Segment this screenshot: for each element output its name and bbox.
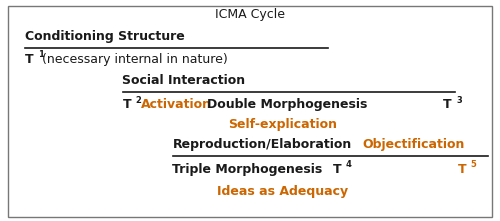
Text: 1: 1: [38, 50, 44, 59]
Text: (necessary internal in nature): (necessary internal in nature): [42, 53, 227, 66]
Text: ICMA Cycle: ICMA Cycle: [215, 8, 285, 21]
Text: T: T: [458, 163, 466, 175]
Text: Self-explication: Self-explication: [228, 118, 337, 131]
Text: T: T: [332, 163, 341, 175]
Text: Conditioning Structure: Conditioning Structure: [25, 30, 185, 43]
Text: Double Morphogenesis: Double Morphogenesis: [208, 99, 368, 111]
Text: Reproduction/Elaboration: Reproduction/Elaboration: [172, 138, 352, 151]
Text: T: T: [122, 99, 131, 111]
Text: Ideas as Adequacy: Ideas as Adequacy: [217, 185, 348, 198]
Text: Triple Morphogenesis: Triple Morphogenesis: [172, 163, 323, 175]
Text: Objectification: Objectification: [362, 138, 465, 151]
Text: 4: 4: [346, 160, 352, 169]
Text: 2: 2: [136, 96, 141, 105]
Text: Activation: Activation: [141, 99, 212, 111]
Text: 3: 3: [456, 96, 462, 105]
Text: T: T: [443, 99, 452, 111]
Text: T: T: [25, 53, 34, 66]
Text: Social Interaction: Social Interaction: [122, 74, 246, 87]
Text: 5: 5: [470, 160, 476, 169]
